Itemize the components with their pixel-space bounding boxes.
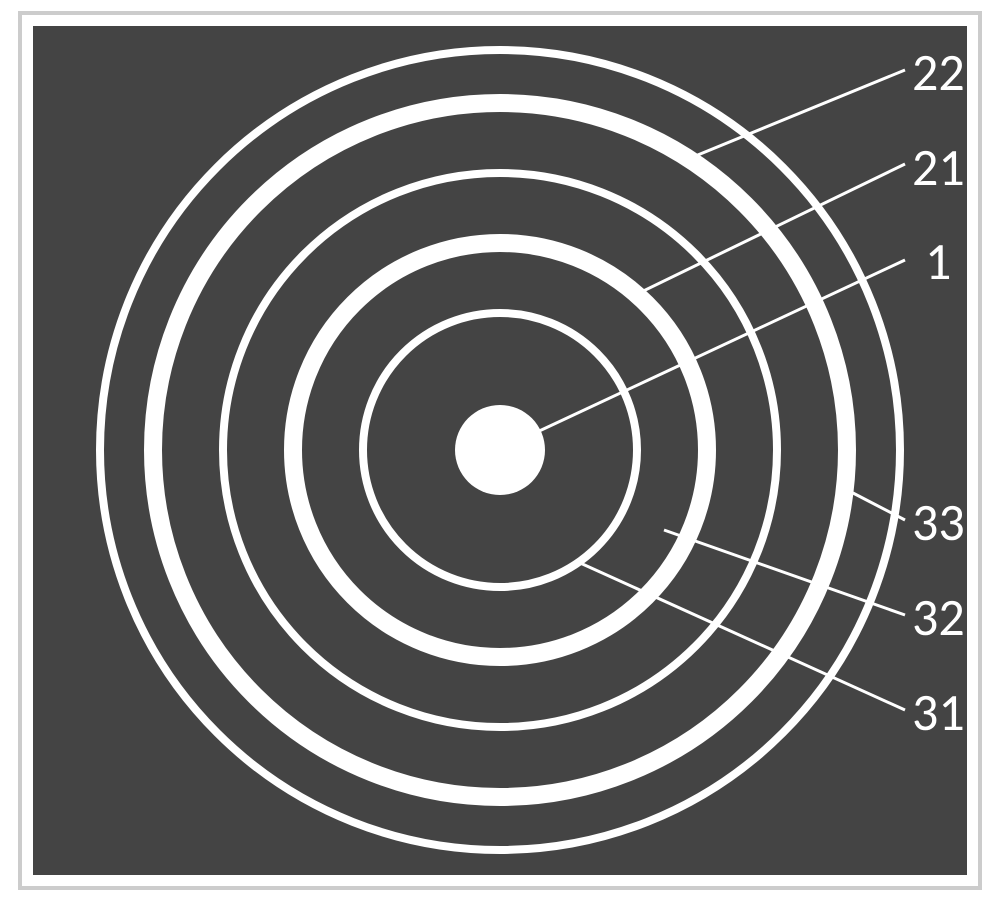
label-31: 31 [912, 680, 965, 744]
diagram-figure: 22 21 1 33 32 31 [0, 0, 1000, 901]
center-dot [455, 405, 545, 495]
label-1: 1 [925, 229, 951, 293]
label-21: 21 [912, 135, 965, 199]
label-22: 22 [912, 40, 965, 104]
label-32: 32 [912, 585, 965, 649]
label-33: 33 [912, 490, 965, 554]
diagram-svg [0, 0, 1000, 901]
